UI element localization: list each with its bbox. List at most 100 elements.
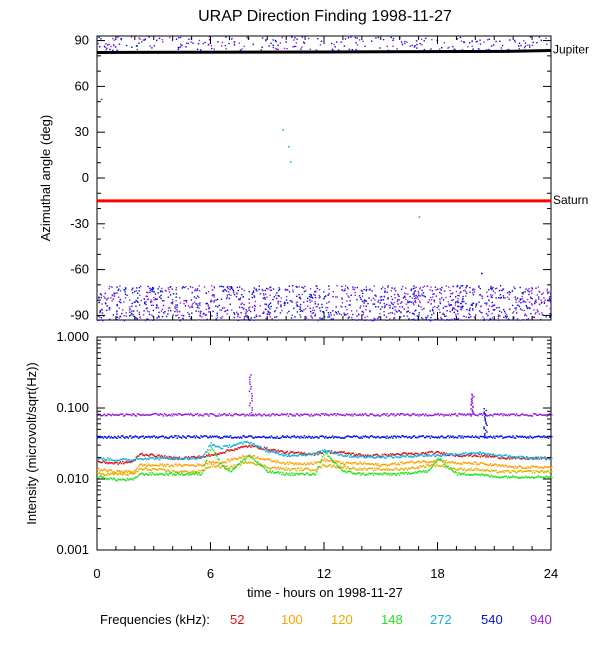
azimuth-point: [508, 319, 510, 321]
azimuth-point: [392, 45, 394, 47]
azimuth-point: [422, 318, 424, 320]
series-point: [351, 456, 353, 458]
azimuth-point: [133, 301, 136, 304]
series-point: [410, 473, 412, 475]
azimuth-point: [316, 305, 319, 308]
series-point: [373, 467, 376, 469]
series-point: [463, 461, 466, 464]
azimuth-point: [263, 294, 265, 296]
series-point: [107, 462, 109, 465]
azimuth-point: [111, 294, 114, 297]
series-point: [479, 456, 481, 458]
azimuth-point: [410, 288, 413, 290]
series-point: [210, 436, 212, 439]
series-point: [282, 471, 284, 474]
azimuth-point: [348, 316, 350, 318]
azimuth-point: [287, 289, 289, 291]
azimuth-point: [535, 287, 537, 289]
series-point: [119, 461, 122, 463]
series-point: [343, 414, 345, 417]
series-point: [235, 413, 237, 415]
series-point: [459, 453, 461, 455]
azimuth-point: [149, 291, 151, 293]
series-point: [515, 456, 518, 459]
series-point: [434, 462, 436, 464]
series-point: [269, 451, 271, 453]
series-point: [383, 436, 385, 438]
series-point: [398, 457, 401, 459]
azimuth-point: [199, 302, 201, 304]
series-point: [177, 458, 180, 461]
series-point: [334, 413, 336, 415]
series-point: [307, 467, 309, 469]
series-point: [346, 461, 349, 463]
azimuth-point: [477, 48, 480, 50]
series-point: [336, 461, 338, 463]
azimuth-point: [272, 298, 274, 301]
azimuth-point: [498, 314, 500, 316]
series-point: [385, 472, 387, 475]
azimuth-point: [398, 310, 400, 312]
series-point: [135, 456, 138, 459]
azimuth-point: [120, 39, 122, 41]
series-point: [102, 473, 105, 476]
series-point: [472, 436, 475, 439]
legend-entry-120: 120: [331, 612, 353, 627]
series-point: [134, 435, 136, 437]
azimuth-point: [537, 286, 540, 288]
azimuth-point: [210, 44, 213, 47]
series-point: [377, 454, 379, 456]
series-point: [328, 414, 330, 417]
azimuth-point: [109, 285, 111, 288]
series-point: [115, 436, 117, 439]
azimuth-point: [434, 318, 436, 321]
series-point: [409, 461, 411, 464]
azimuth-point: [116, 49, 118, 51]
azimuth-point: [386, 45, 388, 48]
series-point: [168, 465, 170, 468]
series-point: [411, 413, 413, 416]
azimuth-point: [116, 292, 118, 294]
series-point: [402, 468, 404, 470]
series-point: [194, 470, 197, 473]
azimuth-point: [366, 315, 369, 318]
azimuth-point: [98, 36, 100, 39]
series-point: [144, 473, 147, 475]
azimuth-point: [159, 318, 161, 321]
azimuth-point: [189, 286, 192, 288]
series-point: [468, 435, 470, 438]
azimuth-point: [409, 295, 411, 298]
series-point: [454, 413, 456, 415]
series-point: [236, 414, 239, 416]
series-point: [156, 468, 158, 471]
series-point: [429, 414, 432, 417]
series-point: [522, 413, 525, 416]
series-point: [277, 414, 279, 416]
series-point: [203, 463, 206, 466]
series-point: [190, 464, 192, 466]
azimuth-point: [220, 45, 223, 47]
azimuth-point: [175, 38, 178, 40]
series-point: [271, 413, 274, 415]
azimuth-point: [347, 37, 350, 39]
series-point: [464, 474, 467, 476]
series-point: [204, 462, 207, 465]
series-point: [457, 462, 460, 464]
series-point: [529, 457, 531, 460]
series-point: [237, 436, 240, 438]
azimuth-point: [428, 301, 430, 303]
series-point: [507, 455, 510, 457]
series-point: [185, 470, 187, 472]
series-point: [521, 457, 523, 460]
azimuth-point: [211, 294, 213, 297]
series-point: [367, 436, 369, 438]
series-point: [174, 463, 176, 465]
series-point: [429, 451, 432, 453]
series-point: [521, 467, 523, 469]
azimuth-point: [237, 315, 239, 318]
series-point: [446, 462, 449, 464]
azimuth-point: [273, 310, 276, 313]
azimuth-point: [146, 318, 148, 320]
series-point: [156, 472, 158, 475]
azimuth-point: [341, 297, 343, 299]
